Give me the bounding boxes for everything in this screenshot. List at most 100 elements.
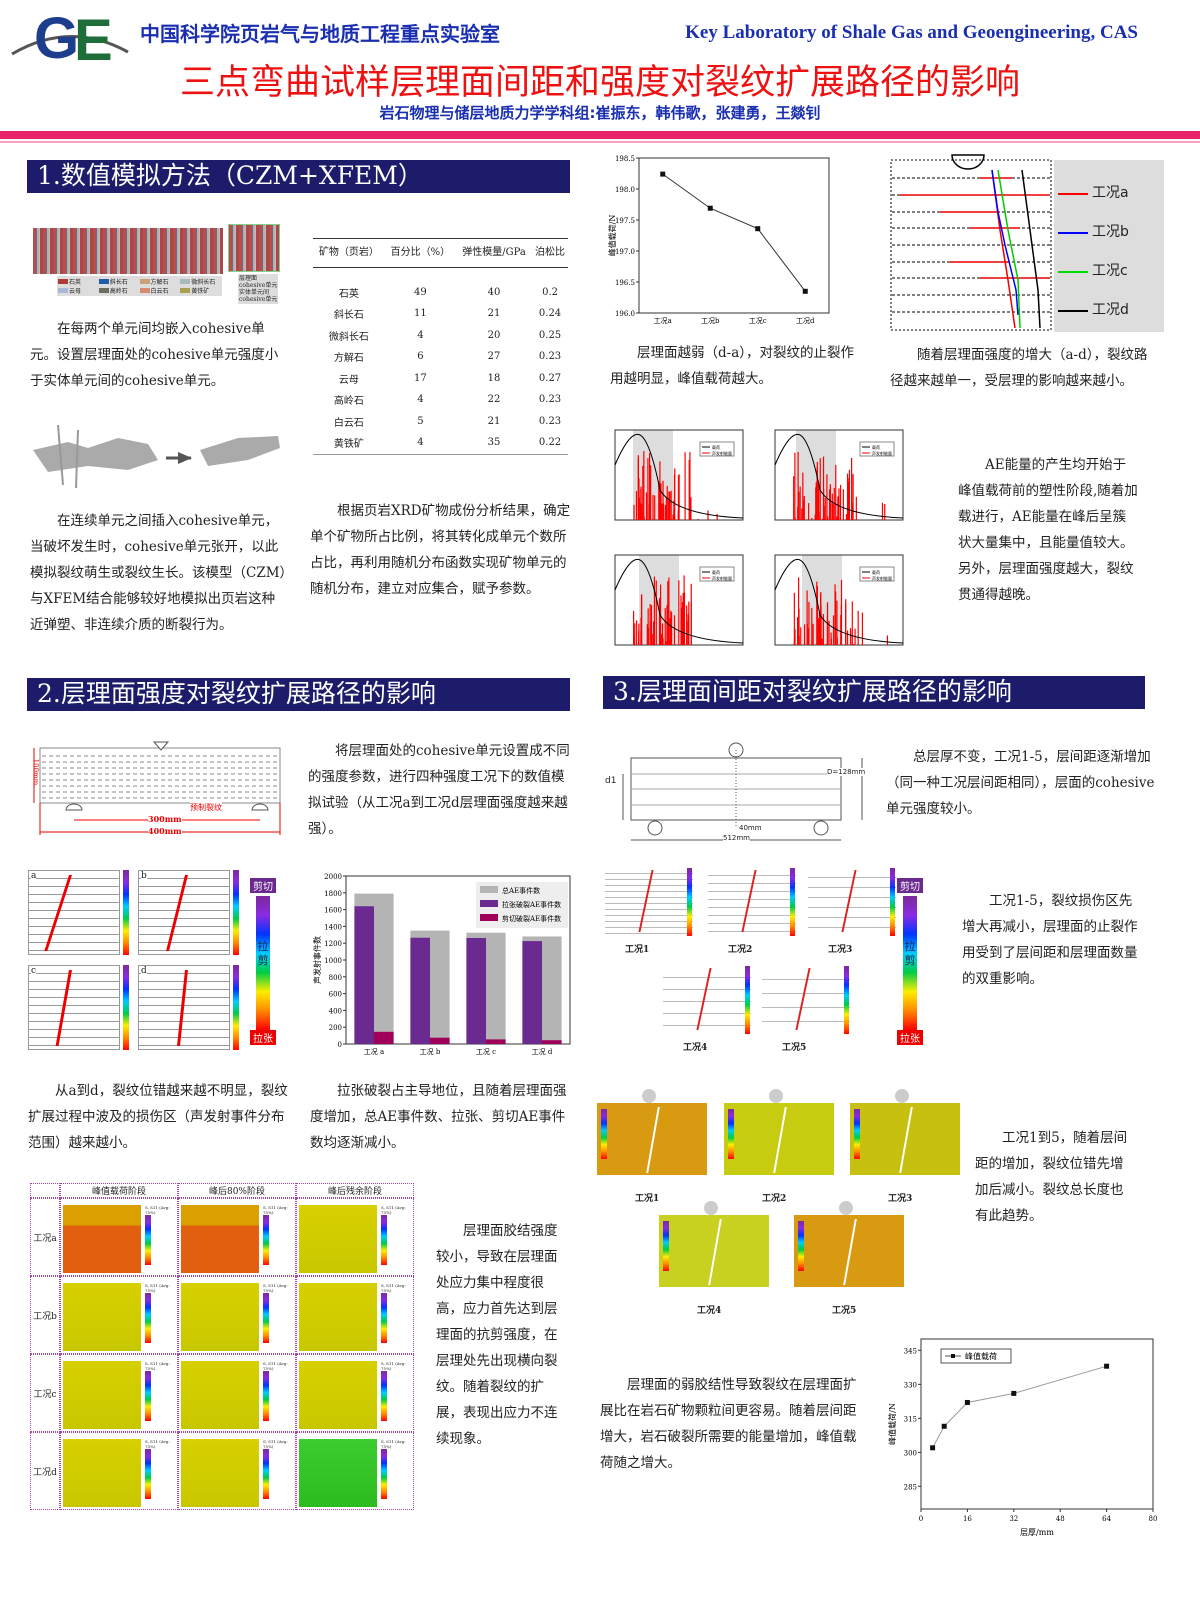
mineral-legend-item: 黄铁矿 bbox=[180, 286, 221, 295]
energy-bar bbox=[647, 458, 649, 520]
legend-label: 工况a bbox=[1092, 185, 1129, 201]
y-axis-label: 峰值载荷/N bbox=[887, 1403, 897, 1445]
mineral-legend-item: 斜长石 bbox=[98, 277, 140, 286]
energy-bar bbox=[840, 604, 842, 645]
energy-bar bbox=[802, 472, 804, 520]
x-tick-label: 32 bbox=[1009, 1515, 1018, 1523]
stress-contour-map bbox=[63, 1361, 141, 1429]
energy-bar bbox=[823, 506, 825, 520]
energy-bar bbox=[647, 608, 649, 645]
energy-bar bbox=[681, 607, 683, 645]
svg-text:E: E bbox=[74, 8, 113, 64]
mineral-swatch bbox=[58, 288, 68, 293]
loading-pin-icon bbox=[769, 1089, 783, 1103]
colorbar bbox=[123, 965, 129, 1050]
table-row: 黄铁矿 4 35 0.22 bbox=[313, 432, 568, 454]
case-crack-panels: 工况1 工况2 工况3 工况4 工况5 剪切 拉剪 拉张 bbox=[605, 868, 950, 1058]
stress-legend: S, S11 (Avg: 75%) bbox=[145, 1361, 175, 1421]
text-cohesive-embed: 在每两个单元间均嵌入cohesive单元。设置层理面处的cohesive单元强度… bbox=[30, 321, 279, 389]
data-point bbox=[1011, 1390, 1017, 1396]
colorbar bbox=[844, 966, 849, 1034]
x-tick-label: 工况 c bbox=[476, 1048, 496, 1056]
y-tick-label: 197.5 bbox=[615, 217, 635, 225]
x-tick-label: 工况d bbox=[796, 317, 815, 325]
energy-bar bbox=[669, 618, 671, 645]
table-cell: 4 bbox=[417, 329, 424, 341]
y-tick-label: 1800 bbox=[324, 890, 342, 898]
energy-bar bbox=[670, 490, 672, 520]
crack-legend-item: 工况b bbox=[1058, 213, 1166, 252]
text-peak-load: 层理面越弱（d-a），对裂纹的止裂作用越明显，峰值载荷越大。 bbox=[610, 345, 855, 387]
x-tick-label: 工况 d bbox=[532, 1048, 553, 1056]
stress-colorbar bbox=[145, 1449, 151, 1499]
energy-bar bbox=[845, 514, 848, 520]
table-cell: 斜长石 bbox=[333, 310, 364, 322]
energy-bar bbox=[831, 493, 833, 520]
d1-label: d1 bbox=[605, 776, 617, 786]
text-strength-setup: 将层理面处的cohesive单元设置成不同的强度参数，进行四种强度工况下的数值模… bbox=[308, 743, 570, 837]
energy-bar bbox=[828, 620, 830, 645]
energy-bar bbox=[687, 613, 689, 645]
energy-bar bbox=[655, 580, 657, 645]
case-crack-panel bbox=[605, 868, 693, 936]
energy-bar bbox=[808, 503, 810, 520]
energy-bar bbox=[825, 643, 828, 645]
energy-bar bbox=[793, 639, 796, 645]
mineral-label: 石英 bbox=[69, 279, 82, 286]
energy-bar bbox=[716, 513, 718, 520]
text-dislocation: 工况1到5，随着层间距的增加，裂纹位错先增加后减小。裂纹总长度也有此趋势。 bbox=[975, 1130, 1128, 1224]
stress-legend-title: S, S11 (Avg: 75%) bbox=[263, 1361, 288, 1371]
stress-row-header: 工况d bbox=[30, 1432, 60, 1510]
energy-bar bbox=[707, 510, 709, 520]
inset-legend-2: cohesive单元 bbox=[239, 282, 278, 289]
energy-bar bbox=[836, 600, 838, 645]
table-header: 矿物（页岩） bbox=[318, 247, 379, 258]
colorbar-mid-label: 拉剪 bbox=[257, 940, 269, 967]
energy-bar bbox=[842, 489, 844, 520]
table-cell: 0.24 bbox=[538, 308, 562, 320]
energy-bar bbox=[665, 496, 668, 520]
table-cell: 4 bbox=[417, 437, 424, 449]
section-3-title: 3.层理面间距对裂纹扩展路径的影响 bbox=[603, 676, 1145, 709]
table-cell: 20 bbox=[487, 329, 501, 341]
colorbar-top-label: 剪切 bbox=[897, 878, 923, 893]
stress-colorbar bbox=[381, 1449, 387, 1499]
energy-bar bbox=[666, 605, 668, 645]
energy-bar bbox=[633, 634, 636, 645]
energy-bar bbox=[678, 474, 680, 520]
data-point bbox=[755, 226, 761, 232]
mineral-swatch bbox=[58, 279, 68, 284]
energy-bar bbox=[822, 642, 824, 645]
energy-bar bbox=[633, 610, 635, 645]
crack-legend-item: 工况d bbox=[1058, 291, 1166, 330]
y-axis-label: 声发射事件数 bbox=[312, 936, 322, 984]
energy-bar bbox=[670, 612, 673, 645]
energy-bar bbox=[798, 491, 800, 520]
energy-bar bbox=[845, 603, 847, 645]
legend-line bbox=[1058, 309, 1088, 312]
energy-bar bbox=[665, 641, 667, 645]
stress-legend-title: S, S11 (Avg: 75%) bbox=[381, 1205, 406, 1215]
plot-frame bbox=[920, 1338, 1154, 1510]
table-cell: 黄铁矿 bbox=[333, 439, 364, 451]
x-tick-label: 64 bbox=[1102, 1515, 1111, 1523]
y-tick-label: 800 bbox=[329, 974, 342, 982]
stress-colorbar bbox=[145, 1371, 151, 1421]
contour-map bbox=[724, 1103, 834, 1175]
y-tick-label: 196.0 bbox=[615, 310, 635, 318]
stress-legend: S, S11 (Avg: 75%) bbox=[381, 1283, 411, 1343]
energy-bar bbox=[664, 505, 667, 520]
table-cell: 18 bbox=[487, 372, 501, 384]
stress-column-header: 峰值载荷阶段 bbox=[60, 1183, 178, 1198]
energy-bar bbox=[653, 576, 656, 645]
series-line bbox=[662, 173, 806, 292]
energy-bar bbox=[822, 613, 825, 645]
contour-map bbox=[659, 1215, 769, 1287]
energy-bar bbox=[848, 469, 851, 520]
energy-bar bbox=[861, 612, 864, 645]
energy-bar bbox=[829, 489, 831, 520]
stress-colorbar bbox=[798, 1221, 804, 1271]
energy-bar bbox=[852, 644, 855, 645]
energy-bar bbox=[793, 592, 795, 645]
